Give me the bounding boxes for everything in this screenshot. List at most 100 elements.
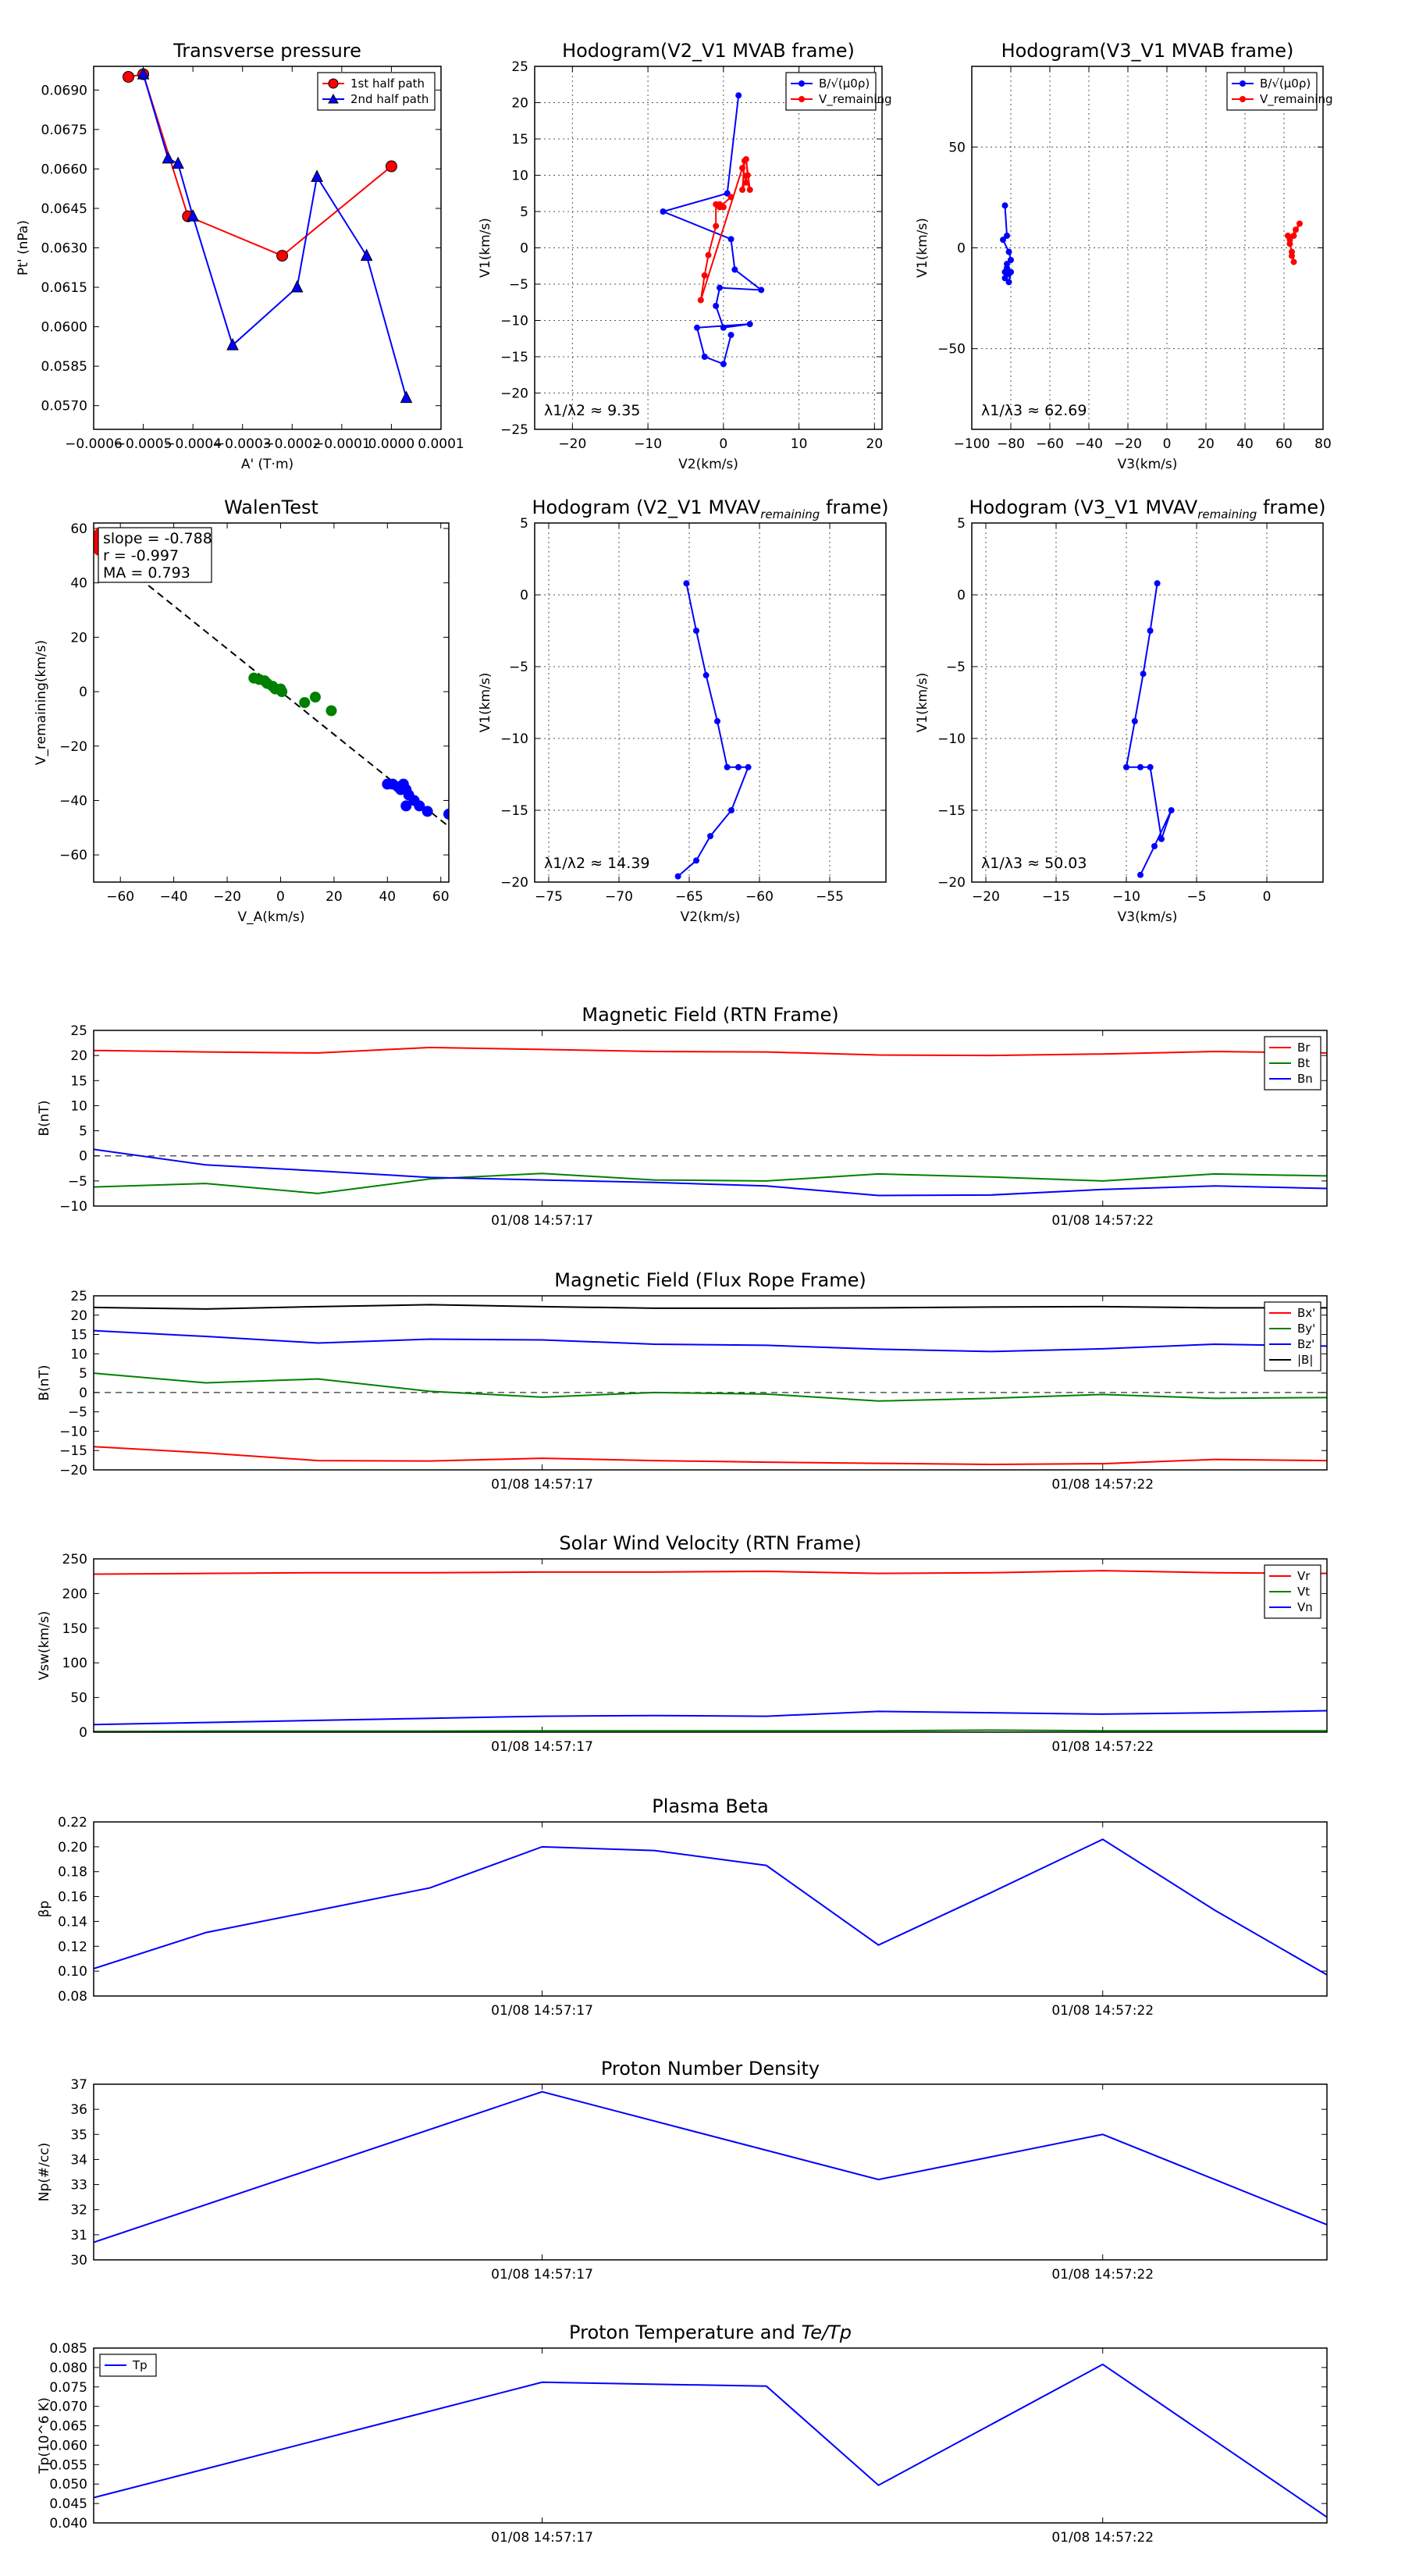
title-part: Hodogram(V2_V1 MVAB frame) (562, 40, 855, 62)
y-tick-label: 40 (70, 576, 87, 592)
x-tick-label: −75 (535, 889, 563, 905)
y-tick-label: −15 (937, 803, 966, 819)
x-tick-label: 01/08 14:57:22 (1051, 1213, 1154, 1229)
x-tick-label: 0.0000 (368, 436, 414, 452)
chart-h21: Hodogram(V2_V1 MVAB frame) −20 −10 0 10 20 −25… (478, 40, 892, 472)
y-tick-label: 250 (62, 1552, 87, 1567)
data-point (1000, 237, 1006, 244)
data-point (1140, 671, 1147, 678)
chart-title: Hodogram (V2_V1 MVAVremaining frame) (532, 496, 889, 521)
y-tick-label: 0 (79, 1149, 87, 1165)
data-point (727, 332, 735, 339)
y-tick-label: −25 (500, 422, 528, 438)
y-tick-label: 15 (70, 1073, 87, 1089)
legend-box (1226, 72, 1318, 111)
y-tick-label: −20 (500, 386, 528, 402)
y-axis-label: V1(km/s) (915, 673, 930, 733)
title-part: Te/Tp (802, 2322, 852, 2343)
data-point (701, 354, 708, 360)
series-bt (94, 1172, 1327, 1194)
y-tick-label: 0.055 (49, 2457, 87, 2473)
x-tick-label: 40 (379, 889, 396, 905)
x-axis-label: A' (T·m) (241, 457, 293, 472)
series-tp (94, 2363, 1327, 2518)
x-tick-label: −40 (1075, 436, 1103, 452)
y-tick-label: 50 (948, 140, 966, 155)
y-tick-label: 35 (70, 2127, 87, 2143)
y-tick-label: −5 (509, 277, 528, 293)
legend-marker (328, 93, 339, 104)
y-tick-label: 0 (520, 588, 528, 603)
data-point (720, 204, 727, 211)
data-point (1137, 763, 1144, 770)
x-tick-label: 60 (1275, 436, 1293, 452)
y-axis-label: V1(km/s) (478, 673, 493, 733)
x-tick-label: 0 (276, 889, 285, 905)
y-tick-label: 10 (511, 169, 528, 184)
data-point (385, 160, 397, 173)
data-point (1151, 843, 1158, 849)
data-point (742, 156, 749, 163)
y-axis-label: Vsw(km/s) (37, 1611, 52, 1681)
x-tick-label: 01/08 14:57:22 (1051, 2530, 1154, 2546)
data-point (720, 324, 727, 331)
data-point (1297, 220, 1303, 227)
series-bn (94, 1148, 1327, 1197)
y-tick-label: 50 (70, 1691, 87, 1706)
x-tick-label: −65 (675, 889, 703, 905)
data-point (162, 151, 175, 164)
chart-walen: WalenTest −60 −40 −20 0 20 40 60 −60 −40 −20 0 20 40 6… (34, 496, 450, 925)
y-tick-label: 0.16 (58, 1890, 87, 1905)
data-point (707, 833, 713, 840)
series-line (94, 2363, 1327, 2518)
title-part: Solar Wind Velocity (RTN Frame) (559, 1532, 861, 1554)
chart-title: Transverse pressure (173, 40, 361, 62)
y-tick-label: −20 (937, 875, 966, 891)
title-part: remaining (760, 507, 820, 521)
data-point (693, 324, 700, 331)
x-tick-label: 01/08 14:57:22 (1051, 1477, 1154, 1493)
data-point (311, 169, 323, 183)
legend-label: Tp (132, 2358, 148, 2372)
title-part: Hodogram (V2_V1 MVAV (532, 496, 761, 518)
legend: B/√(μ0ρ)V_remaining (785, 72, 892, 111)
series-line (94, 1172, 1327, 1194)
y-tick-label: 0.08 (58, 1989, 87, 2005)
chart-title: Proton Number Density (601, 2058, 820, 2080)
data-point (705, 251, 712, 258)
x-tick-label: −20 (972, 889, 1000, 905)
y-axis-label: Tp(10^6 K) (37, 2397, 52, 2475)
y-tick-label: 0.18 (58, 1865, 87, 1880)
data-point (758, 286, 765, 294)
y-tick-label: −5 (946, 660, 966, 675)
y-tick-label: 0.065 (49, 2419, 87, 2435)
y-tick-label: −5 (68, 1405, 87, 1421)
data-point (309, 692, 321, 703)
series-vt (94, 1729, 1327, 1732)
y-tick-label: 0.050 (49, 2477, 87, 2492)
x-tick-label: 20 (1197, 436, 1215, 452)
plot-frame (93, 66, 442, 430)
x-tick-label: −70 (605, 889, 633, 905)
y-tick-label: 0.0570 (41, 399, 87, 415)
x-tick-label: −0.0003 (214, 436, 272, 452)
data-point (1290, 258, 1297, 265)
series-line (94, 1372, 1327, 1402)
y-tick-label: 0 (79, 1725, 87, 1741)
y-tick-label: 0 (79, 685, 87, 700)
data-point (713, 302, 720, 309)
y-tick-label: 0.20 (58, 1840, 87, 1856)
series-v-remaining (697, 156, 753, 304)
chart-title: Magnetic Field (RTN Frame) (582, 1004, 838, 1026)
data-point (1004, 233, 1010, 239)
y-tick-label: 5 (79, 1366, 87, 1382)
data-point (727, 194, 735, 201)
x-tick-label: 20 (325, 889, 343, 905)
plot-frame (971, 522, 1324, 883)
x-tick-label: −10 (1112, 889, 1140, 905)
x-tick-label: −0.0006 (65, 436, 123, 452)
title-part: frame) (820, 496, 888, 518)
y-axis-label: Pt' (nPa) (16, 220, 31, 276)
y-tick-label: 31 (70, 2228, 87, 2243)
